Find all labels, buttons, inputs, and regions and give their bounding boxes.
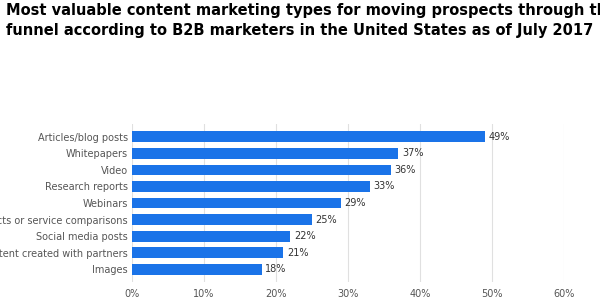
Text: 25%: 25% [316, 215, 337, 225]
Bar [132, 231, 290, 241]
Bar [132, 198, 341, 208]
Text: 21%: 21% [287, 248, 308, 258]
Bar [132, 132, 485, 142]
Text: 36%: 36% [395, 165, 416, 175]
Text: Most valuable content marketing types for moving prospects through the sales
fun: Most valuable content marketing types fo… [6, 3, 600, 38]
Bar [132, 214, 312, 225]
Bar [132, 165, 391, 175]
Text: 37%: 37% [402, 148, 424, 158]
Bar [132, 148, 398, 159]
Bar [132, 181, 370, 192]
Text: 33%: 33% [373, 181, 395, 191]
Bar [132, 264, 262, 275]
Text: 22%: 22% [294, 231, 316, 241]
Text: 49%: 49% [488, 132, 510, 142]
Text: 18%: 18% [265, 264, 287, 274]
Bar [132, 247, 283, 258]
Text: 29%: 29% [344, 198, 366, 208]
